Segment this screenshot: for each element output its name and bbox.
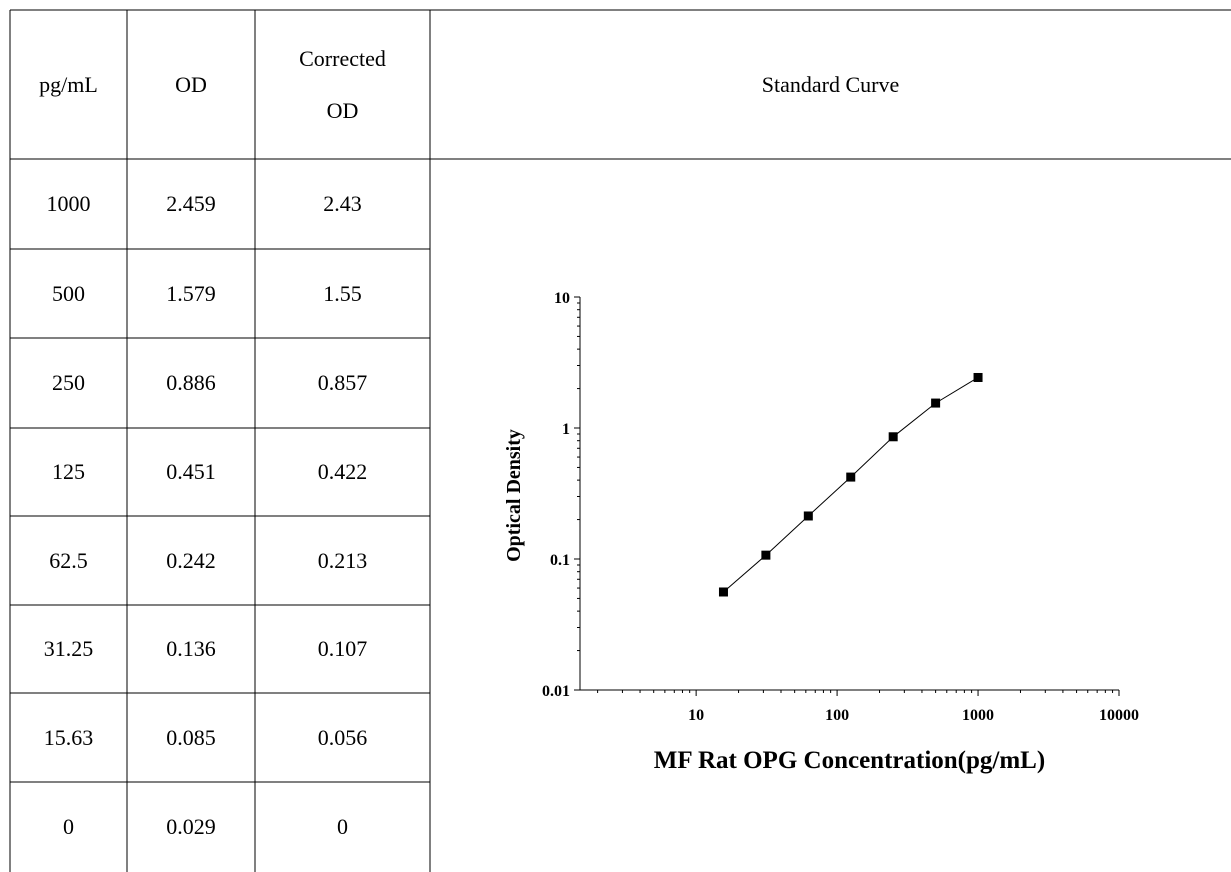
x-tick-label: 10000 [1099,707,1139,724]
data-point [761,550,771,560]
y-tick-label: 0.01 [542,683,570,700]
data-point [718,587,728,597]
cell-corrected-od: 2.43 [323,191,362,216]
header-corrected-od: Corrected OD [299,45,386,123]
cell-od: 2.459 [166,191,216,216]
fit-curve [723,377,979,593]
y-tick-label: 0.1 [550,552,570,569]
cell-corrected-od: 0.107 [317,636,368,661]
cell-od: 0.886 [166,370,216,395]
data-point [888,432,898,442]
y-axis-label: Optical Density [503,429,525,562]
cell-concentration: 31.25 [43,636,94,661]
cell-concentration: 1000 [46,191,91,216]
cell-od: 0.029 [166,814,216,839]
cell-od: 0.451 [166,459,216,484]
cell-corrected-od: 0 [337,814,348,839]
data-point [973,372,983,382]
cell-corrected-od: 1.55 [323,280,362,306]
cell-corrected-od: 0.422 [317,459,368,484]
cell-od: 0.085 [166,724,216,750]
cell-od: 0.242 [166,547,216,573]
y-tick-label: 1 [562,421,570,438]
header-pg-ml: pg/mL [39,71,98,97]
cell-concentration: 15.63 [43,724,94,750]
x-tick-label: 1000 [962,707,994,724]
cell-concentration: 0 [63,814,74,839]
cell-corrected-od: 0.857 [317,370,368,395]
cell-corrected-od: 0.056 [317,724,368,750]
data-point [931,398,941,408]
x-tick-label: 100 [825,707,849,724]
cell-concentration: 125 [52,459,85,484]
data-point [803,511,813,521]
data-point [846,472,856,482]
cell-concentration: 62.5 [49,547,88,573]
cell-od: 0.136 [166,636,216,661]
cell-corrected-od: 0.213 [317,547,368,573]
cell-concentration: 250 [52,370,85,395]
header-od: OD [175,71,207,97]
x-axis-label: MF Rat OPG Concentration(pg/mL) [654,747,1045,774]
cell-od: 1.579 [166,280,216,306]
y-tick-label: 10 [554,290,570,307]
header-standard-curve: Standard Curve [761,71,900,97]
x-tick-label: 10 [688,707,704,724]
cell-concentration: 500 [52,280,85,306]
